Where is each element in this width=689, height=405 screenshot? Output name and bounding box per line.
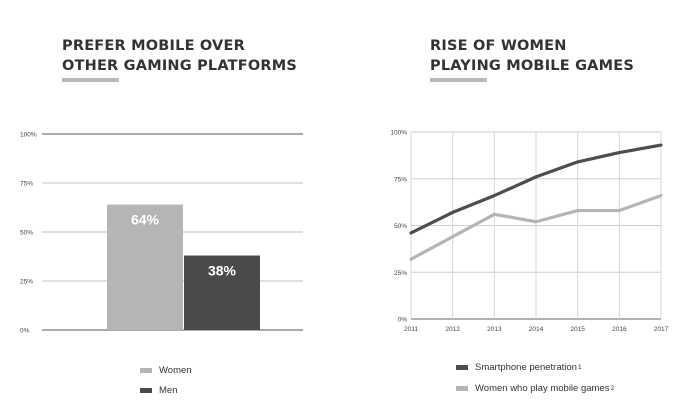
legend-swatch-women-mobile [456,386,468,391]
line-x-tick-label: 2016 [612,326,627,333]
legend-footnote-women-mobile: 2 [610,385,615,392]
legend-label-women: Women [159,365,192,376]
line-x-tick-label: 2015 [570,326,585,333]
bar-chart-title-underline [62,78,119,82]
bar-women [107,204,183,330]
line-x-tick-label: 2013 [487,326,502,333]
legend-label-smartphone: Smartphone penetration [475,362,577,373]
line-chart-title-line1: RISE OF WOMEN [430,38,567,54]
legend-item-women-mobile: Women who play mobile games 2 [456,383,614,394]
legend-swatch-smartphone [456,365,468,370]
legend-item-men: Men [140,385,177,396]
line-series-smartphone-penetration [409,143,663,235]
legend-item-women: Women [140,365,192,376]
bar-y-tick-label: 0% [20,328,30,335]
line-y-tick-label: 0% [398,317,408,324]
legend-item-smartphone: Smartphone penetration 1 [456,362,582,373]
line-x-tick-label: 2011 [404,326,418,333]
bar-y-tick-label: 50% [20,230,33,237]
legend-swatch-men [140,388,152,393]
line-chart-title: RISE OF WOMEN PLAYING MOBILE GAMES [430,36,634,76]
line-y-tick-label: 50% [394,223,407,230]
line-chart-title-line2: PLAYING MOBILE GAMES [430,58,634,74]
legend-swatch-women [140,368,152,373]
line-x-tick-label: 2017 [654,326,669,333]
line-x-tick-label: 2012 [445,326,460,333]
line-y-tick-label: 100% [390,130,407,137]
line-y-tick-label: 75% [394,176,407,183]
line-series-women-mobile-games [409,193,663,261]
bar-y-tick-label: 75% [20,181,33,188]
legend-label-men: Men [159,385,178,396]
bar-chart-title: PREFER MOBILE OVER OTHER GAMING PLATFORM… [62,36,297,76]
legend-label-women-mobile: Women who play mobile games [475,383,610,394]
line-chart-title-underline [430,78,487,82]
line-y-tick-label: 25% [394,270,407,277]
bar-chart-title-line2: OTHER GAMING PLATFORMS [62,58,298,74]
legend-footnote-smartphone: 1 [577,364,582,371]
line-x-tick-label: 2014 [529,326,544,333]
bar-y-tick-label: 25% [20,279,33,286]
bar-chart-title-line1: PREFER MOBILE OVER [62,38,245,54]
bar-y-tick-label: 100% [20,132,37,139]
bar-men [184,255,260,330]
bar-data-label-women: 64% [131,212,160,228]
bar-data-label-men: 38% [208,263,237,279]
